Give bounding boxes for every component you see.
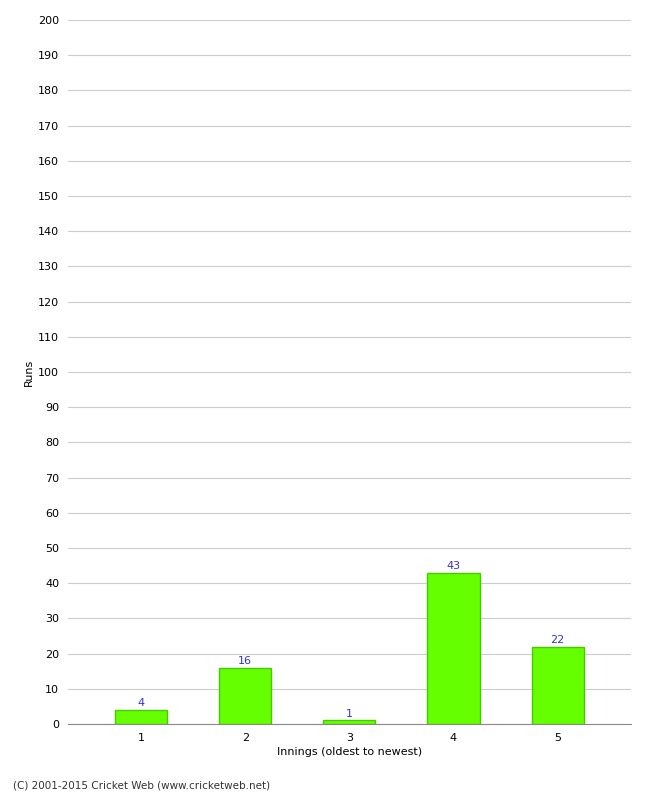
Text: 22: 22 bbox=[551, 635, 565, 645]
Y-axis label: Runs: Runs bbox=[24, 358, 34, 386]
Bar bbox=[323, 721, 376, 724]
Bar bbox=[532, 646, 584, 724]
Bar bbox=[115, 710, 167, 724]
Text: 16: 16 bbox=[239, 656, 252, 666]
Bar bbox=[219, 668, 271, 724]
Text: 43: 43 bbox=[447, 561, 461, 571]
Text: 4: 4 bbox=[138, 698, 145, 708]
X-axis label: Innings (oldest to newest): Innings (oldest to newest) bbox=[277, 747, 422, 757]
Text: (C) 2001-2015 Cricket Web (www.cricketweb.net): (C) 2001-2015 Cricket Web (www.cricketwe… bbox=[13, 781, 270, 790]
Text: 1: 1 bbox=[346, 709, 353, 718]
Bar bbox=[428, 573, 480, 724]
